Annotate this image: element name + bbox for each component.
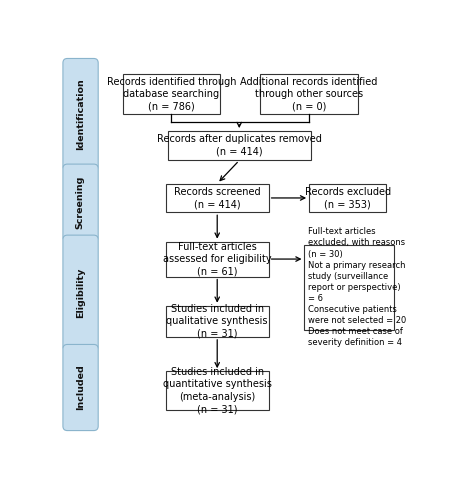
FancyBboxPatch shape xyxy=(260,74,358,114)
Text: Identification: Identification xyxy=(76,78,85,150)
FancyBboxPatch shape xyxy=(168,131,311,161)
Text: Additional records identified
through other sources
(n = 0): Additional records identified through ot… xyxy=(240,77,378,111)
FancyBboxPatch shape xyxy=(63,164,98,241)
FancyBboxPatch shape xyxy=(63,345,98,431)
Text: Screening: Screening xyxy=(76,176,85,229)
Text: Studies included in
qualitative synthesis
(n = 31): Studies included in qualitative synthesi… xyxy=(166,304,268,338)
Text: Included: Included xyxy=(76,365,85,411)
Text: Records after duplicates removed
(n = 414): Records after duplicates removed (n = 41… xyxy=(157,134,322,157)
FancyBboxPatch shape xyxy=(309,184,386,212)
FancyBboxPatch shape xyxy=(304,245,394,330)
Text: Full-text articles
excluded, with reasons
(n = 30)
Not a primary research
study : Full-text articles excluded, with reason… xyxy=(308,228,406,348)
FancyBboxPatch shape xyxy=(63,58,98,170)
FancyBboxPatch shape xyxy=(123,74,220,114)
Text: Records excluded
(n = 353): Records excluded (n = 353) xyxy=(305,187,391,209)
Text: Records identified through
database searching
(n = 786): Records identified through database sear… xyxy=(107,77,236,111)
FancyBboxPatch shape xyxy=(166,184,269,212)
Text: Full-text articles
assessed for eligibility
(n = 61): Full-text articles assessed for eligibil… xyxy=(163,242,272,276)
Text: Records screened
(n = 414): Records screened (n = 414) xyxy=(174,187,261,209)
FancyBboxPatch shape xyxy=(166,241,269,277)
FancyBboxPatch shape xyxy=(166,305,269,337)
Text: Eligibility: Eligibility xyxy=(76,268,85,318)
FancyBboxPatch shape xyxy=(166,371,269,410)
FancyBboxPatch shape xyxy=(63,235,98,351)
Text: Studies included in
quantitative synthesis
(meta-analysis)
(n = 31): Studies included in quantitative synthes… xyxy=(163,367,272,414)
